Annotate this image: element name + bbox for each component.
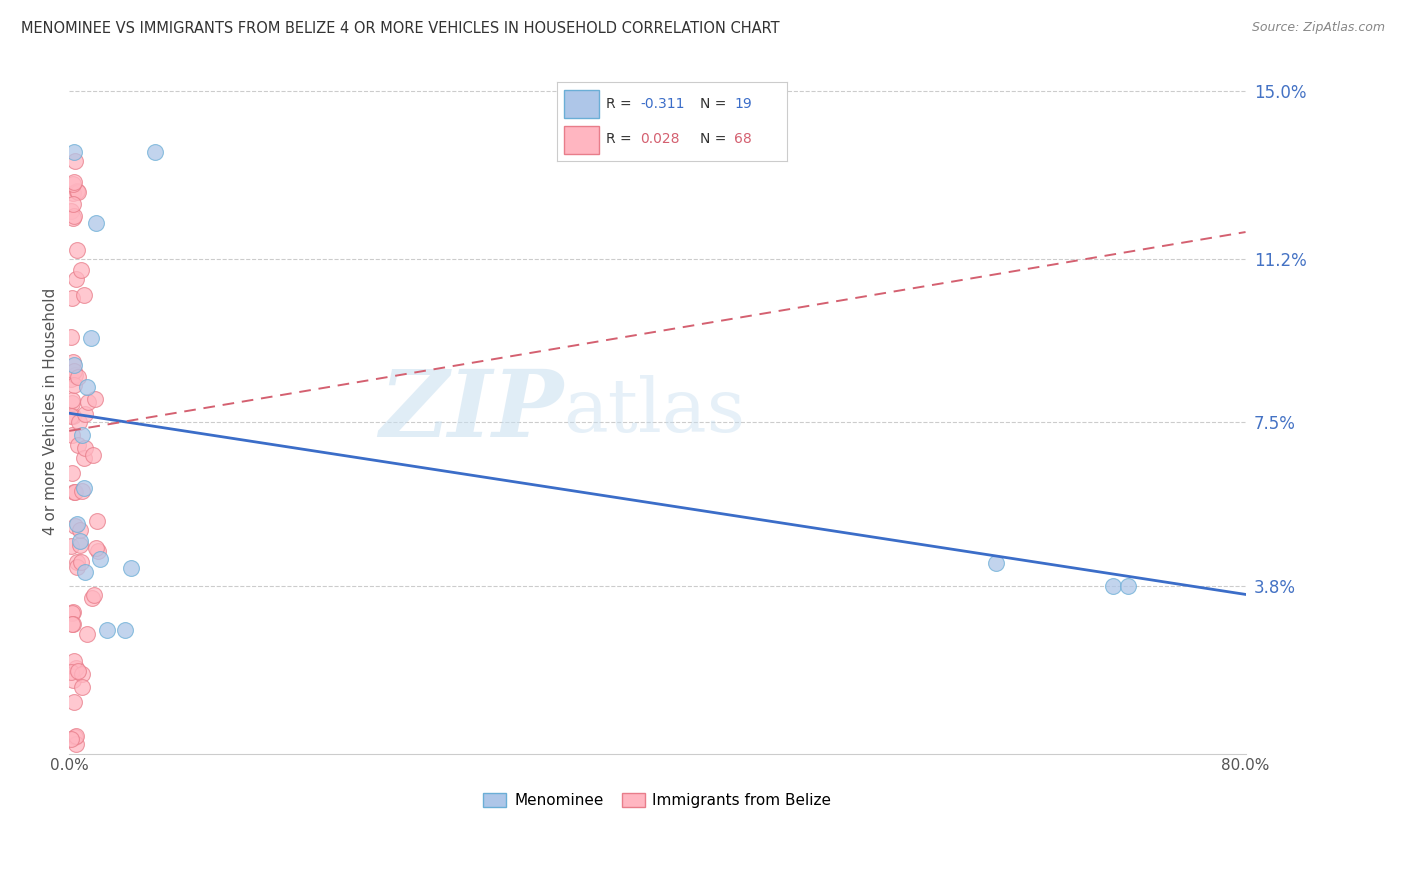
Point [62,364,84,378]
Point [120,561,142,575]
Point [69,538,91,552]
Point [60,409,83,424]
Text: atlas: atlas [564,375,745,448]
Point [67,185,90,199]
Point [86,543,108,558]
Point [65,154,87,169]
Point [69,534,91,549]
Point [60,204,83,219]
Point [63,731,86,745]
Point [59,665,82,679]
Text: ZIP: ZIP [380,366,564,456]
Point [69,523,91,537]
Point [62,616,84,631]
Point [63,485,86,500]
Point [75,566,97,580]
Point [62,145,84,160]
Point [65,737,87,751]
Point [66,243,89,257]
Point [62,355,84,369]
Point [65,272,87,286]
Point [1116,578,1139,592]
Point [76,627,98,641]
Point [67,416,90,430]
Point [66,438,89,452]
Point [96,623,118,637]
Point [65,516,87,531]
Point [84,216,107,230]
Point [70,666,93,681]
Point [60,617,83,632]
Point [63,519,86,533]
Point [65,368,87,382]
Point [83,588,105,602]
Point [63,209,86,223]
Point [62,409,84,423]
Point [73,441,96,455]
Point [82,591,104,606]
Point [60,395,83,409]
Point [62,605,84,619]
Point [60,392,83,407]
Point [60,606,83,620]
Point [67,665,90,679]
Point [72,484,94,499]
Point [62,197,84,211]
Y-axis label: 4 or more Vehicles in Household: 4 or more Vehicles in Household [44,287,58,534]
Point [62,178,84,192]
Point [59,372,82,386]
Text: MENOMINEE VS IMMIGRANTS FROM BELIZE 4 OR MORE VEHICLES IN HOUSEHOLD CORRELATION : MENOMINEE VS IMMIGRANTS FROM BELIZE 4 OR… [21,21,780,36]
Point [66,560,89,574]
Point [62,358,84,372]
Point [73,408,96,422]
Point [66,184,89,198]
Text: Source: ZipAtlas.com: Source: ZipAtlas.com [1251,21,1385,34]
Point [114,623,136,637]
Point [63,695,86,709]
Point [62,186,84,200]
Point [83,392,105,406]
Point [984,557,1007,571]
Point [70,555,93,569]
Point [62,175,84,189]
Point [60,291,83,305]
Point [73,481,96,495]
Point [82,448,104,462]
Point [73,450,96,465]
Point [60,466,83,480]
Point [77,395,100,409]
Point [70,263,93,277]
Point [73,288,96,302]
Point [60,732,83,747]
Point [89,552,111,566]
Point [67,370,90,384]
Point [62,377,84,392]
Point [70,680,93,694]
Point [66,555,89,569]
Point [62,673,84,688]
Point [72,428,94,442]
Point [65,729,87,743]
Legend: Menominee, Immigrants from Belize: Menominee, Immigrants from Belize [478,787,838,814]
Point [60,330,83,344]
Point [65,661,87,675]
Point [80,331,103,345]
Point [1102,578,1125,592]
Point [84,541,107,556]
Point [60,539,83,553]
Point [76,380,98,394]
Point [60,427,83,442]
Point [62,654,84,668]
Point [86,514,108,528]
Point [143,145,166,160]
Point [62,211,84,226]
Point [63,484,86,499]
